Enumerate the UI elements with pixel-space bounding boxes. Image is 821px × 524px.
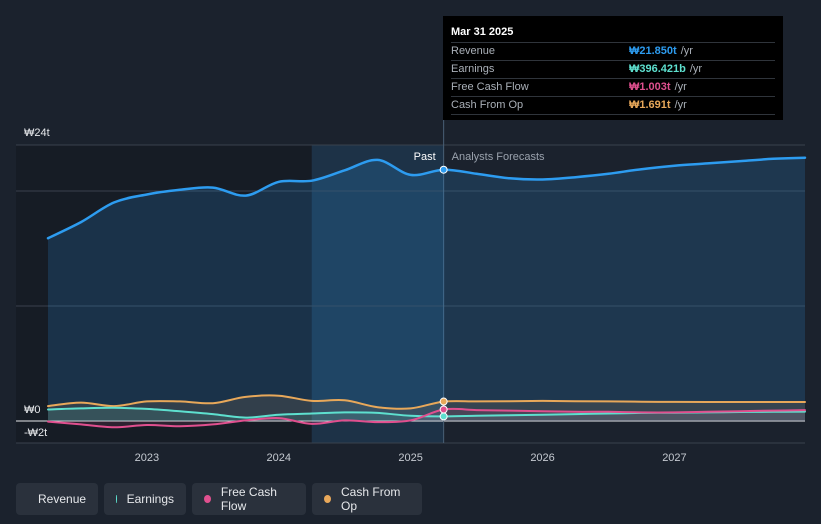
tooltip-label: Revenue xyxy=(451,45,496,57)
tooltip-row-revenue: Revenue ₩21.850t /yr xyxy=(451,43,775,61)
y-tick-label: -₩2t xyxy=(24,427,47,439)
legend: Revenue Earnings Free Cash Flow Cash Fro… xyxy=(16,483,422,515)
x-tick-label: 2023 xyxy=(135,452,159,464)
grid-layer xyxy=(16,120,805,444)
marker-layer xyxy=(439,165,448,421)
y-tick-label: ₩0 xyxy=(24,404,41,416)
tooltip-row-cash-from-op: Cash From Op ₩1.691t /yr xyxy=(451,97,775,115)
tooltip-label: Earnings xyxy=(451,63,495,75)
cash-from-op-marker[interactable] xyxy=(439,397,448,406)
tooltip-value: ₩1.003t xyxy=(629,81,671,93)
legend-label: Cash From Op xyxy=(341,485,401,513)
legend-label: Free Cash Flow xyxy=(220,485,277,513)
tooltip-row-free-cash-flow: Free Cash Flow ₩1.003t /yr xyxy=(451,79,775,97)
forecast-label: Analysts Forecasts xyxy=(452,151,545,163)
legend-item-revenue[interactable]: Revenue xyxy=(16,483,98,515)
label-layer: ₩24t ₩0 -₩2t 2023 2024 2025 2026 2027 Past Analys… xyxy=(24,127,687,464)
legend-dot-icon xyxy=(116,495,117,503)
x-tick-label: 2024 xyxy=(267,452,291,464)
tooltip: Mar 31 2025 Revenue ₩21.850t /yr Earning… xyxy=(443,16,783,120)
legend-item-earnings[interactable]: Earnings xyxy=(104,483,186,515)
x-tick-label: 2026 xyxy=(530,452,554,464)
x-tick-label: 2027 xyxy=(662,452,686,464)
cash-from-op-line xyxy=(47,394,806,410)
tooltip-value: ₩21.850t xyxy=(629,45,677,57)
line-layer xyxy=(46,156,807,429)
tooltip-unit: /yr xyxy=(689,63,703,75)
tooltip-label: Cash From Op xyxy=(451,99,524,111)
tooltip-value: ₩1.691t xyxy=(629,99,671,111)
legend-item-free-cash-flow[interactable]: Free Cash Flow xyxy=(192,483,306,515)
shade-layer xyxy=(16,145,444,443)
y-tick-label: ₩24t xyxy=(24,127,50,139)
tooltip-label: Free Cash Flow xyxy=(451,81,529,93)
free-cash-flow-marker[interactable] xyxy=(439,405,448,414)
legend-label: Revenue xyxy=(38,492,87,506)
tooltip-unit: /yr xyxy=(674,81,687,93)
revenue-line xyxy=(46,156,807,240)
tooltip-row-earnings: Earnings ₩396.421b /yr xyxy=(451,61,775,79)
area-layer xyxy=(48,157,805,428)
past-dark-region xyxy=(16,145,312,443)
free-cash-flow-line xyxy=(47,407,806,429)
tooltip-unit: /yr xyxy=(680,45,693,57)
tooltip-value: ₩396.421b xyxy=(629,63,686,75)
revenue-area xyxy=(48,157,805,421)
x-tick-label: 2025 xyxy=(398,452,422,464)
earnings-marker[interactable] xyxy=(439,412,448,421)
revenue-marker[interactable] xyxy=(439,165,448,174)
tooltip-date: Mar 31 2025 xyxy=(451,24,775,43)
past-label: Past xyxy=(414,151,436,163)
legend-label: Earnings xyxy=(126,492,174,506)
legend-dot-icon xyxy=(204,495,211,503)
legend-item-cash-from-op[interactable]: Cash From Op xyxy=(312,483,422,515)
past-highlight-region xyxy=(311,145,444,443)
tooltip-unit: /yr xyxy=(674,99,687,111)
legend-dot-icon xyxy=(324,495,332,503)
